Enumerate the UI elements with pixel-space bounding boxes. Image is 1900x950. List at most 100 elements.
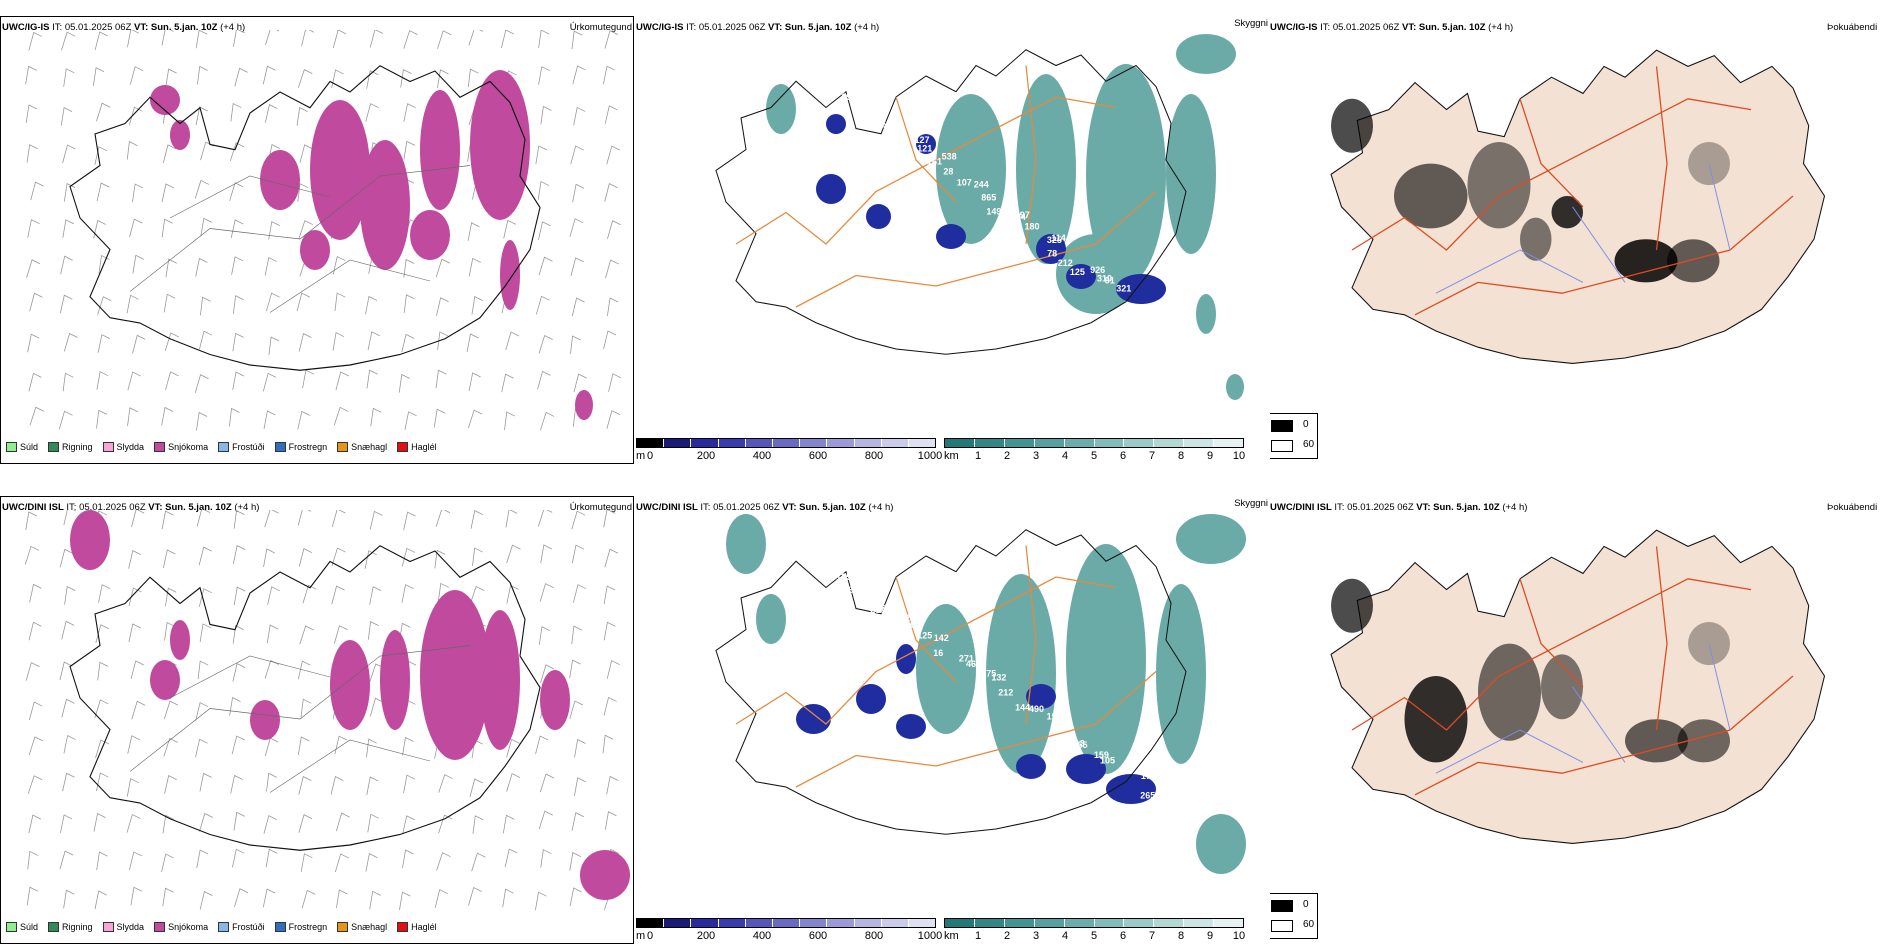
- lead-time: (+4 h): [220, 22, 246, 33]
- wind-barb: [96, 851, 108, 871]
- colorbar-cell: [908, 439, 936, 447]
- cloudbase-patch: [816, 174, 846, 204]
- cloudbase-value: 430: [818, 569, 833, 579]
- legend-item: Snæhagl: [337, 442, 387, 452]
- wind-barb: [471, 852, 486, 872]
- wind-barb: [437, 582, 449, 602]
- coastline: [715, 529, 1187, 835]
- fog-legend-swatch: [1271, 420, 1293, 432]
- colorbar-tick: 7: [1148, 450, 1156, 462]
- cloud-visibility-panel: UWC/IG-IS IT: 05.01.2025 06Z VT: Sun. 5.…: [636, 0, 1270, 470]
- fog-patch: [1478, 643, 1541, 741]
- legend-label: Slydda: [116, 442, 145, 452]
- colorbar-cell: [1064, 439, 1095, 447]
- wind-barb: [195, 702, 209, 721]
- colorbar-cell: [745, 439, 773, 447]
- roads: [735, 65, 1157, 308]
- iceland-fill: [1330, 49, 1826, 364]
- model-name: UWC/DINI ISL: [1270, 502, 1332, 513]
- fog-legend: 0 60: [1270, 413, 1318, 459]
- snow-patch: [170, 120, 190, 150]
- wind-barb: [574, 738, 586, 758]
- wind-barb: [129, 66, 144, 85]
- wind-barb: [297, 736, 310, 756]
- wind-barb: [199, 330, 213, 350]
- cloudbase-value: 180: [1025, 221, 1040, 231]
- wind-barb: [538, 221, 551, 240]
- wind-barb: [369, 697, 384, 717]
- cloudbase-value: 78: [1047, 248, 1057, 258]
- colorbar-tick: 0: [646, 450, 654, 462]
- cloudbase-patch: [896, 644, 916, 674]
- wind-barb: [296, 107, 308, 126]
- wind-barb: [433, 408, 446, 428]
- cloudbase-value: 538: [942, 152, 957, 162]
- wind-barb: [335, 812, 350, 832]
- valid-time: Sun. 5.jan. 10Z: [1418, 22, 1486, 33]
- colorbar-cell: [945, 919, 975, 927]
- colorbar-cell: [1034, 919, 1065, 927]
- wind-barb: [59, 294, 73, 314]
- precip-map: [24, 510, 630, 911]
- wind-barb: [25, 662, 40, 681]
- visibility-colorbar: [944, 918, 1244, 928]
- wind-barb: [26, 259, 41, 278]
- colorbar-cell: [1124, 919, 1155, 927]
- wind-barb: [127, 371, 141, 391]
- cloudbase-value: 192: [841, 92, 856, 102]
- wind-barb: [232, 848, 245, 868]
- wind-barb: [96, 102, 111, 122]
- wind-barb: [398, 373, 410, 393]
- wind-barb: [268, 336, 280, 356]
- wind-barb: [537, 510, 553, 527]
- init-time: 05.01.2025 06Z: [713, 502, 780, 513]
- wind-barb: [163, 293, 176, 313]
- valid-label: VT:: [768, 22, 783, 33]
- wind-barb: [196, 849, 209, 869]
- legend-swatch: [102, 442, 114, 452]
- cloud-map: 97 150 538 865 325 926 144 152 121 244 180 125 173 18…: [715, 34, 1244, 400]
- colorbar-cell: [664, 439, 692, 447]
- wind-barb: [332, 332, 345, 351]
- fog-patch: [1331, 98, 1373, 153]
- wind-barb: [194, 179, 210, 199]
- colorbar-cell: [1184, 439, 1215, 447]
- iceland-outline: [69, 545, 541, 851]
- wind-barb: [62, 219, 75, 238]
- cloudbase-value: 46: [966, 659, 976, 669]
- wind-barb: [604, 183, 618, 202]
- wind-barb: [132, 254, 145, 274]
- wind-barb: [573, 373, 587, 393]
- wind-barbs: [24, 510, 620, 911]
- wind-barb: [265, 30, 280, 46]
- wind-barb: [63, 183, 76, 202]
- wind-barb: [98, 584, 111, 603]
- fog-legend-label: 0: [1303, 899, 1309, 910]
- wind-barb: [26, 144, 38, 163]
- legend-label: Rigning: [62, 922, 93, 932]
- legend-item: Súld: [6, 922, 38, 932]
- visibility-patch: [1066, 544, 1146, 774]
- wind-barb: [571, 625, 583, 645]
- wind-barb: [535, 145, 548, 165]
- panel-name: Úrkomutegund: [569, 502, 632, 513]
- wind-barb: [603, 621, 616, 641]
- snow-patch: [380, 630, 410, 730]
- colorbar-cell: [881, 439, 909, 447]
- colorbar-cell: [718, 439, 746, 447]
- cloudbase-value: 170: [1141, 771, 1156, 781]
- wind-barb: [297, 660, 311, 680]
- colorbar-tick: 3: [1032, 930, 1040, 942]
- wind-barb: [229, 142, 245, 162]
- colorbar-cell: [881, 919, 909, 927]
- legend-label: Slydda: [116, 922, 145, 932]
- cloudbase-value: 132: [991, 673, 1006, 683]
- colorbar-cell: [1094, 439, 1125, 447]
- wind-barb: [265, 848, 278, 868]
- colorbar-tick: 5: [1090, 450, 1098, 462]
- init-label: IT:: [52, 22, 63, 33]
- cloudbase-value: 175: [830, 85, 845, 95]
- cloudbase-unit: m: [636, 450, 646, 462]
- legend-swatch: [337, 922, 349, 932]
- wind-barb: [27, 775, 43, 794]
